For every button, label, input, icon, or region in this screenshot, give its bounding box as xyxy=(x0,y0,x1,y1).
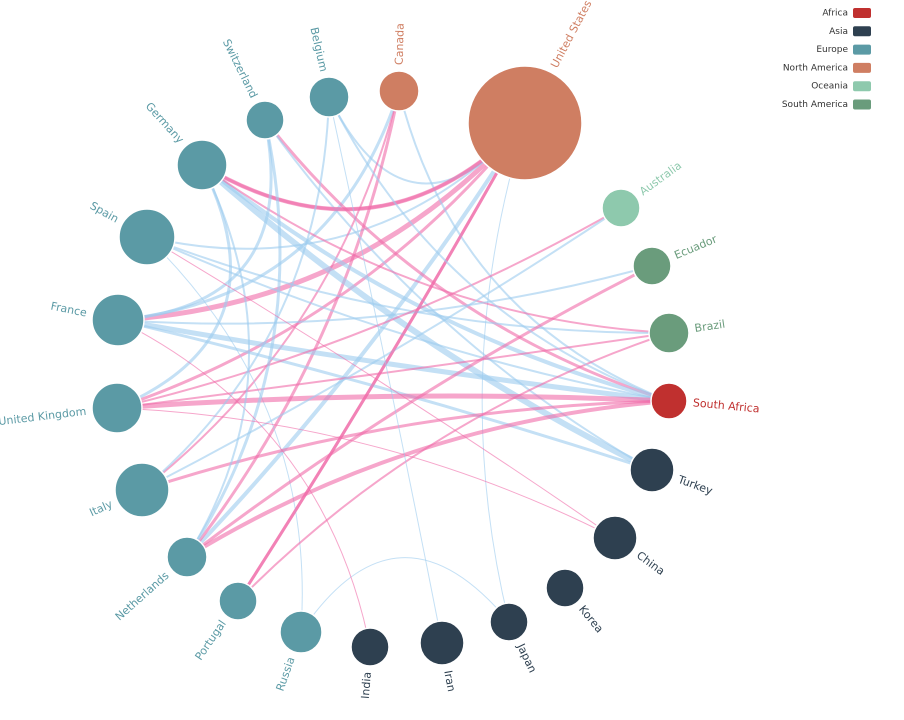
node xyxy=(545,568,585,608)
link xyxy=(328,96,443,644)
link xyxy=(141,96,330,491)
node xyxy=(91,293,145,347)
legend-label: Oceania xyxy=(811,82,848,92)
node-label: Ecuador xyxy=(672,232,719,262)
node xyxy=(467,65,583,181)
link xyxy=(141,207,622,491)
node-label: Canada xyxy=(393,23,407,65)
legend-swatch xyxy=(853,81,871,92)
node-label: India xyxy=(359,671,374,699)
link xyxy=(185,399,670,559)
legend-label: Africa xyxy=(822,9,848,19)
link xyxy=(116,122,527,410)
node xyxy=(650,382,688,420)
link xyxy=(186,264,653,559)
node xyxy=(218,581,258,621)
link xyxy=(117,121,527,323)
node xyxy=(632,246,672,286)
link xyxy=(141,399,670,492)
link xyxy=(117,319,371,648)
link xyxy=(328,96,670,402)
node xyxy=(601,188,641,228)
node-label: Iran xyxy=(441,669,458,693)
node xyxy=(308,76,350,118)
node-label: Brazil xyxy=(694,318,726,335)
link xyxy=(398,90,670,402)
node xyxy=(91,382,143,434)
node-label: United States xyxy=(548,0,594,70)
link xyxy=(116,407,616,539)
legend-swatch xyxy=(853,8,871,18)
link xyxy=(141,90,400,491)
node-label: Australia xyxy=(637,159,684,198)
link xyxy=(201,164,670,334)
nodes: United States Canada Belgium Switzerland Ger… xyxy=(0,0,760,699)
legend-label: Asia xyxy=(829,27,848,37)
node xyxy=(378,70,420,112)
node-label: China xyxy=(634,549,667,578)
node-label: Italy xyxy=(87,497,115,519)
link xyxy=(117,318,653,472)
node-label: Belgium xyxy=(307,26,330,73)
node xyxy=(489,602,529,642)
link xyxy=(117,265,653,325)
link xyxy=(263,119,670,403)
link xyxy=(481,122,526,623)
node xyxy=(245,100,285,140)
node-label: France xyxy=(50,300,89,320)
node-label: Switzerland xyxy=(220,37,260,100)
link xyxy=(200,163,670,403)
link xyxy=(146,236,670,335)
legend-swatch xyxy=(853,26,871,37)
node xyxy=(166,536,208,578)
node-label: Spain xyxy=(88,199,121,225)
node-label: Germany xyxy=(143,100,187,147)
node-label: Korea xyxy=(576,603,606,635)
node-label: United Kingdom xyxy=(0,405,87,428)
legend-label: South America xyxy=(782,100,848,110)
node xyxy=(350,627,390,667)
node-label: Russia xyxy=(274,655,298,693)
node xyxy=(279,610,323,654)
legend: Africa Asia Europe North America Oceania Sout… xyxy=(782,8,871,110)
legend-label: North America xyxy=(783,63,848,73)
link xyxy=(236,122,527,602)
link xyxy=(185,90,401,558)
node xyxy=(629,447,675,493)
link xyxy=(117,119,273,322)
link xyxy=(117,317,670,404)
node-label: Netherlands xyxy=(113,569,172,623)
legend-swatch xyxy=(853,99,871,110)
link xyxy=(185,121,527,559)
node-label: Turkey xyxy=(675,473,714,498)
node xyxy=(114,462,170,518)
node xyxy=(592,515,638,561)
link xyxy=(116,332,670,409)
node-label: Japan xyxy=(514,641,539,675)
node-label: South Africa xyxy=(692,396,760,415)
link xyxy=(146,236,616,539)
node xyxy=(648,312,690,354)
link xyxy=(237,332,670,602)
node xyxy=(176,139,228,191)
node-label: Portugal xyxy=(192,618,228,663)
link xyxy=(300,557,510,633)
legend-swatch xyxy=(853,44,871,55)
link xyxy=(199,162,654,473)
node xyxy=(118,208,176,266)
node xyxy=(419,620,465,666)
legend-swatch xyxy=(853,62,871,73)
link xyxy=(116,164,232,410)
link xyxy=(186,164,251,558)
link xyxy=(146,236,303,633)
link xyxy=(185,119,282,558)
legend-label: Europe xyxy=(816,45,848,55)
link xyxy=(116,207,622,409)
